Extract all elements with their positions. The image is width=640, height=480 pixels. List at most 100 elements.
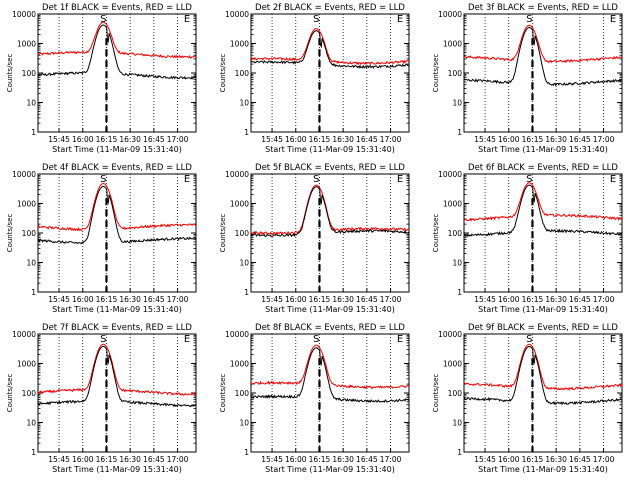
y-axis-label: Counts/sec: [432, 374, 440, 413]
y-tick-label: 1: [244, 288, 249, 297]
y-tick-label: 10000: [12, 330, 36, 339]
x-tick-label: 16:15: [309, 135, 331, 144]
y-tick-label: 10000: [438, 170, 462, 179]
y-tick-label: 1000: [17, 200, 36, 209]
y-tick-label: 1000: [230, 360, 249, 369]
x-tick-label: 16:45: [356, 135, 378, 144]
y-tick-label: 10: [239, 99, 249, 108]
x-tick-label: 16:30: [119, 295, 141, 304]
start-marker: S: [313, 174, 319, 185]
x-tick-label: 17:00: [167, 295, 189, 304]
x-axis-label: Start Time (11-Mar-09 15:31:40): [52, 305, 182, 314]
x-tick-label: 17:00: [380, 135, 402, 144]
x-tick-label: 16:30: [545, 295, 567, 304]
x-tick-label: 16:15: [96, 295, 118, 304]
series-black-events: [250, 347, 410, 403]
x-tick-label: 15:45: [474, 135, 496, 144]
y-tick-label: 1: [31, 288, 36, 297]
end-marker: E: [397, 174, 403, 185]
x-axis-label: Start Time (11-Mar-09 15:31:40): [478, 145, 608, 154]
series-black-events: [37, 345, 196, 408]
y-tick-label: 100: [22, 229, 37, 238]
x-tick-label: 15:45: [48, 295, 70, 304]
y-tick-label: 1000: [443, 360, 462, 369]
y-tick-label: 1000: [17, 360, 36, 369]
x-tick-label: 17:00: [380, 455, 402, 464]
x-tick-label: 16:15: [96, 135, 118, 144]
y-tick-label: 1: [457, 128, 462, 137]
panel-title: Det 1f BLACK = Events, RED = LLD: [42, 3, 192, 13]
series-red-lld: [463, 24, 623, 64]
series-red-lld: [250, 184, 410, 236]
y-tick-label: 1: [31, 128, 36, 137]
panel-title: Det 5f BLACK = Events, RED = LLD: [255, 163, 405, 173]
series-black-events: [37, 185, 196, 245]
x-tick-label: 17:00: [167, 135, 189, 144]
series-red-lld: [37, 343, 196, 396]
y-tick-label: 1: [244, 448, 249, 457]
x-tick-label: 15:45: [474, 455, 496, 464]
series-red-lld: [250, 344, 410, 390]
y-tick-label: 100: [235, 389, 250, 398]
y-tick-label: 10000: [438, 330, 462, 339]
end-marker: E: [397, 14, 403, 25]
y-tick-label: 10000: [12, 10, 36, 19]
x-tick-label: 16:45: [569, 135, 591, 144]
x-tick-label: 15:45: [261, 295, 283, 304]
end-marker: E: [184, 174, 190, 185]
start-marker: S: [100, 334, 106, 345]
x-tick-label: 16:30: [119, 135, 141, 144]
end-marker: E: [184, 334, 190, 345]
y-tick-label: 1000: [443, 200, 462, 209]
x-tick-label: 16:15: [522, 455, 544, 464]
x-tick-label: 15:45: [261, 135, 283, 144]
x-tick-label: 16:00: [72, 295, 94, 304]
start-marker: S: [100, 14, 106, 25]
series-black-events: [463, 184, 623, 238]
x-tick-label: 16:15: [522, 135, 544, 144]
x-tick-label: 16:00: [285, 295, 307, 304]
y-tick-label: 100: [22, 389, 37, 398]
series-black-events: [250, 186, 410, 238]
x-tick-label: 17:00: [593, 455, 615, 464]
series-black-events: [250, 30, 410, 69]
x-axis-label: Start Time (11-Mar-09 15:31:40): [478, 305, 608, 314]
x-tick-label: 15:45: [48, 135, 70, 144]
y-axis-label: Counts/sec: [6, 374, 14, 413]
x-axis-label: Start Time (11-Mar-09 15:31:40): [265, 145, 395, 154]
end-marker: E: [397, 334, 403, 345]
y-tick-label: 10: [26, 259, 36, 268]
y-tick-label: 10: [452, 419, 462, 428]
x-axis-label: Start Time (11-Mar-09 15:31:40): [52, 145, 182, 154]
y-axis-label: Counts/sec: [432, 214, 440, 253]
start-marker: S: [526, 174, 532, 185]
y-axis-label: Counts/sec: [6, 214, 14, 253]
y-tick-label: 10000: [225, 170, 249, 179]
x-tick-label: 16:30: [332, 455, 354, 464]
panel-title: Det 6f BLACK = Events, RED = LLD: [468, 163, 618, 173]
series-black-events: [463, 27, 623, 87]
x-tick-label: 15:45: [474, 295, 496, 304]
x-axis-label: Start Time (11-Mar-09 15:31:40): [265, 305, 395, 314]
x-tick-label: 16:30: [545, 135, 567, 144]
plot-frame: [463, 173, 623, 293]
y-axis-label: Counts/sec: [219, 214, 227, 253]
x-tick-label: 16:00: [72, 135, 94, 144]
x-tick-label: 16:30: [332, 295, 354, 304]
y-tick-label: 1: [31, 448, 36, 457]
y-tick-label: 1000: [443, 40, 462, 49]
x-tick-label: 16:00: [498, 455, 520, 464]
y-tick-label: 1000: [17, 40, 36, 49]
plot-frame: [37, 173, 197, 293]
x-tick-label: 16:45: [356, 455, 378, 464]
y-axis-label: Counts/sec: [432, 54, 440, 93]
x-tick-label: 17:00: [167, 455, 189, 464]
plot-frame: [250, 333, 410, 453]
plot-frame: [250, 13, 410, 133]
y-tick-label: 10: [239, 419, 249, 428]
y-axis-label: Counts/sec: [6, 54, 14, 93]
